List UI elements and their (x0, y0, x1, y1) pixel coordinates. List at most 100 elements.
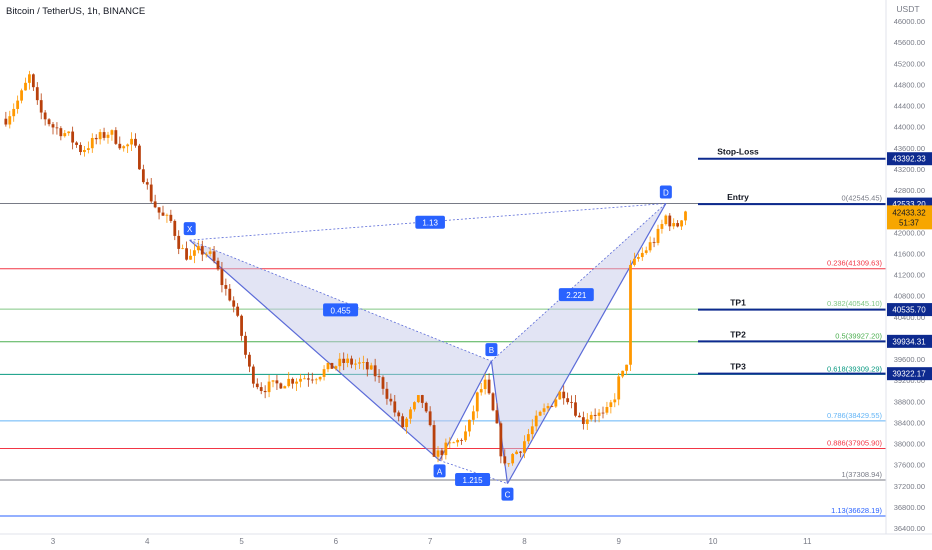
candle-body-30 (122, 146, 126, 149)
price-tick-0: 46000.00 (894, 17, 925, 26)
candle-body-53 (212, 251, 216, 261)
candle-body-150 (593, 414, 597, 416)
candle-body-44 (177, 235, 181, 249)
candle-body-120 (475, 392, 479, 412)
candle-body-83 (330, 362, 334, 369)
trade-price-badge-label-2: 40535.70 (892, 306, 926, 315)
pattern-triangle-xab (189, 240, 492, 461)
candle-body-74 (295, 381, 298, 384)
candle-body-155 (613, 399, 617, 403)
candle-body-77 (306, 378, 310, 380)
candle-body-32 (130, 138, 133, 145)
candle-body-66 (263, 390, 267, 393)
candle-body-11 (47, 119, 51, 125)
candle-body-163 (644, 250, 648, 253)
candle-body-100 (397, 412, 401, 417)
price-tick-11: 41600.00 (894, 249, 925, 258)
price-axis-currency: USDT (896, 4, 919, 14)
trade-label-2: TP1 (730, 298, 746, 308)
price-tick-3: 44800.00 (894, 80, 925, 89)
candle-body-128 (507, 463, 511, 465)
candle-body-90 (358, 362, 361, 364)
pattern-point-A (433, 464, 446, 478)
fib-label-6: 0.886(37905.90) (827, 438, 883, 447)
trade-price-badge-3 (887, 334, 932, 348)
candle-body-43 (173, 220, 177, 236)
candle-body-1 (8, 116, 12, 125)
candle-body-173 (684, 211, 687, 221)
pattern-ratio-line-3 (189, 203, 666, 241)
candle-body-112 (444, 442, 448, 456)
candle-body-85 (338, 358, 342, 367)
candle-body-57 (228, 288, 232, 301)
time-tick-7: 10 (709, 537, 718, 546)
candle-body-167 (660, 224, 664, 229)
candle-body-13 (55, 127, 59, 129)
time-tick-5: 8 (522, 537, 527, 546)
candle-body-137 (542, 408, 546, 412)
candle-body-136 (538, 411, 542, 416)
candle-body-19 (79, 144, 82, 153)
candle-body-103 (409, 409, 412, 419)
candle-body-63 (251, 366, 255, 384)
time-tick-3: 6 (334, 537, 339, 546)
pattern-ratio-label-1: 0.455 (331, 306, 352, 315)
candle-body-122 (483, 379, 487, 390)
candle-body-99 (393, 401, 397, 413)
pattern-point-label-D: D (663, 188, 669, 197)
price-axis: USDT 46000.00 45600.00 45200.00 44800.00 444… (885, 0, 932, 550)
price-tick-6: 43600.00 (894, 144, 925, 153)
candle-body-139 (550, 406, 554, 407)
candle-body-54 (216, 260, 220, 270)
candle-body-132 (523, 441, 526, 453)
pattern-ratio-label-2: 2.221 (566, 291, 587, 300)
candle-body-33 (134, 138, 137, 146)
candle-body-36 (145, 182, 149, 185)
candle-body-48 (193, 250, 196, 256)
price-tick-18: 38800.00 (894, 397, 925, 406)
trade-label-3: TP2 (730, 329, 746, 339)
candle-body-81 (322, 369, 326, 377)
price-tick-2: 45200.00 (894, 59, 925, 68)
candle-body-15 (63, 133, 67, 137)
time-tick-2: 5 (239, 537, 244, 546)
candle-body-58 (232, 300, 236, 307)
candle-body-172 (680, 220, 683, 227)
candle-body-56 (224, 285, 228, 289)
candle-body-125 (495, 410, 499, 424)
pattern-ratio-label-0: 1.13 (422, 219, 438, 228)
candle-body-107 (424, 402, 428, 412)
candle-body-168 (664, 215, 668, 225)
candle-body-65 (259, 387, 263, 391)
pattern-point-label-B: B (489, 346, 494, 355)
candle-body-123 (487, 379, 491, 394)
pattern-ratio-3 (455, 472, 491, 486)
candle-body-124 (491, 393, 495, 411)
candle-body-12 (51, 124, 55, 128)
candle-body-121 (479, 389, 483, 393)
candle-body-18 (75, 142, 78, 145)
price-tick-10: 42000.00 (894, 228, 925, 237)
candle-body-42 (169, 214, 173, 221)
trade-price-badge-label-0: 43392.33 (892, 155, 926, 164)
candle-body-140 (554, 399, 558, 407)
candle-body-72 (287, 378, 291, 387)
trade-price-badge-label-1: 42533.20 (892, 200, 926, 209)
candle-body-6 (28, 74, 31, 83)
candle-body-24 (98, 132, 102, 140)
candle-body-86 (342, 358, 346, 363)
candle-body-138 (546, 406, 550, 409)
pattern-point-C (501, 487, 514, 501)
candle-body-46 (185, 248, 188, 260)
trade-price-badge-label-4: 39322.17 (892, 370, 926, 379)
pattern-leg-1 (439, 360, 492, 461)
candle-body-27 (110, 130, 114, 135)
candle-body-89 (354, 363, 357, 365)
candle-body-61 (244, 335, 247, 355)
pattern-ratio-0 (415, 215, 445, 229)
candle-body-59 (236, 306, 240, 316)
candle-body-153 (605, 407, 609, 413)
candle-body-171 (676, 223, 680, 227)
candle-body-135 (534, 415, 538, 427)
